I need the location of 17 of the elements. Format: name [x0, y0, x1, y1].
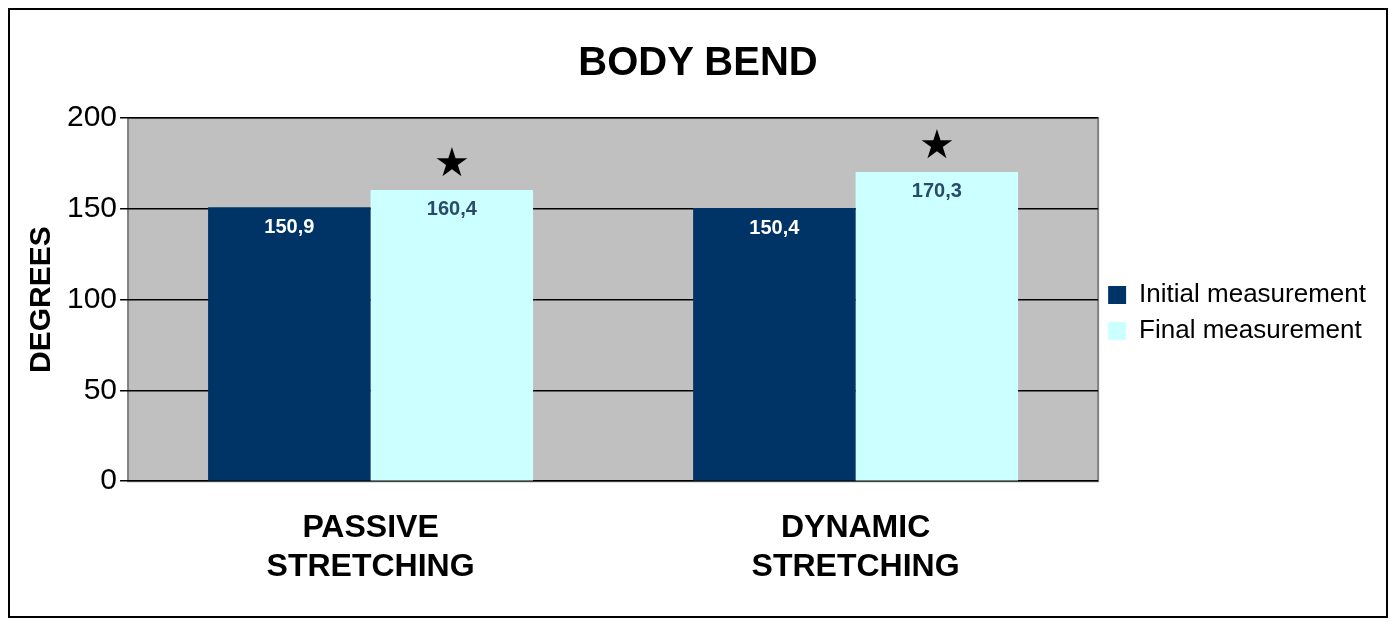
chart-title: BODY BEND	[578, 39, 818, 84]
legend-label: Final measurement	[1139, 314, 1363, 345]
y-tick-label: 50	[83, 371, 118, 405]
y-axis-title: DEGREES	[23, 226, 57, 373]
data-label: 150,9	[264, 214, 315, 237]
x-tick-label: PASSIVE STRETCHING	[266, 508, 475, 583]
y-tick-label: 200	[66, 99, 118, 133]
y-tick-label: 0	[100, 462, 118, 496]
y-tick-label: 150	[66, 190, 118, 224]
annotation: ★	[918, 121, 955, 168]
annotation: ★	[433, 139, 470, 186]
y-tick-label: 100	[66, 280, 118, 314]
data-label: 150,4	[749, 215, 801, 238]
data-label: 170,3	[911, 179, 962, 202]
legend-label: Initial measurement	[1139, 278, 1367, 309]
x-tick-label: DYNAMIC STRETCHING	[751, 508, 960, 583]
data-label: 160,4	[426, 197, 478, 220]
